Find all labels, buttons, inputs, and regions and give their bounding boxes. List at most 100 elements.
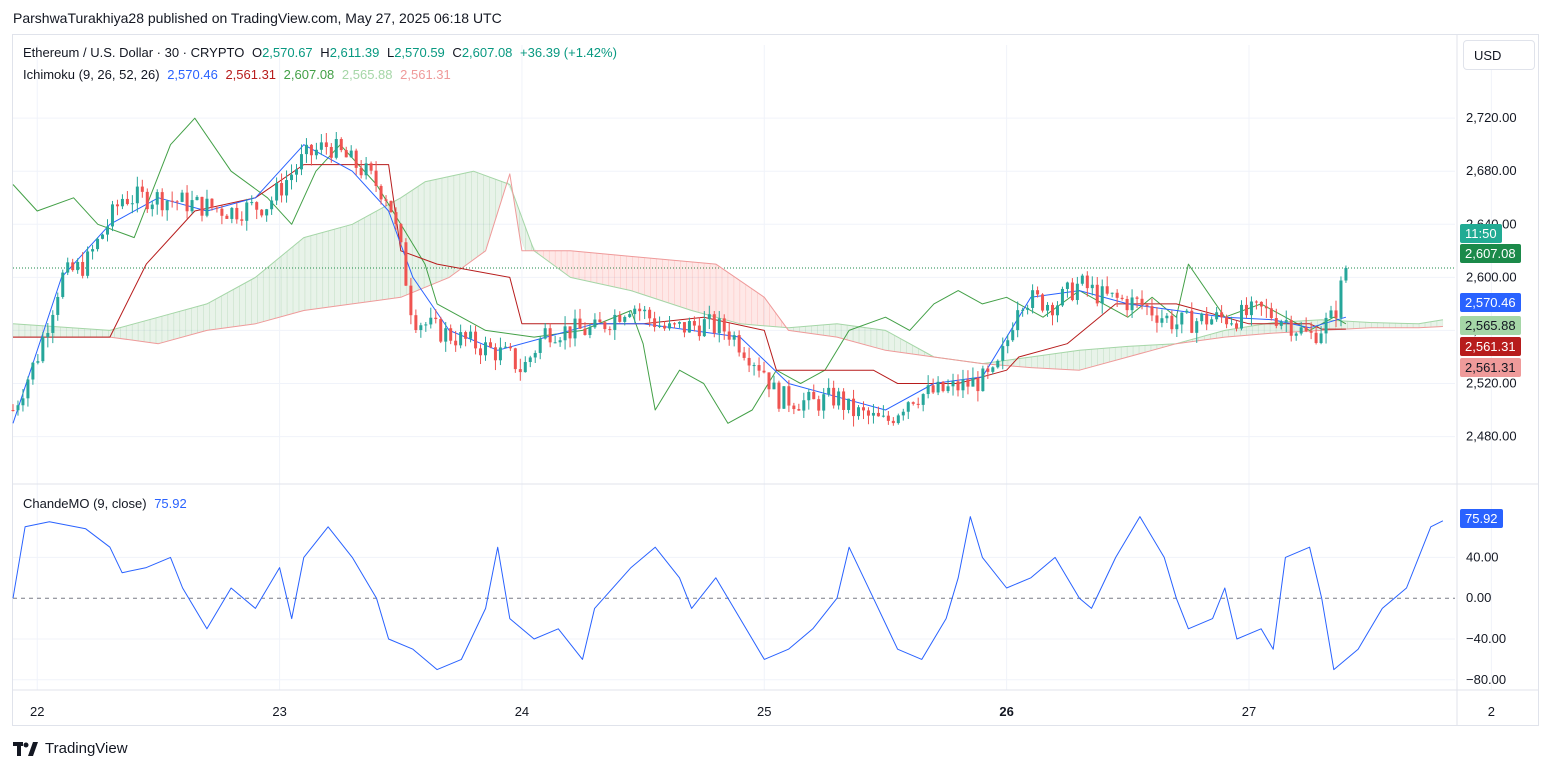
candle-body <box>702 319 706 337</box>
candle-body <box>215 207 219 209</box>
candle-body <box>424 324 428 326</box>
candle-body <box>180 192 184 202</box>
candle-body <box>986 368 990 372</box>
candle-body <box>1314 332 1318 343</box>
candle-body <box>1031 290 1035 308</box>
last-price-tag: 2,607.08 <box>1460 244 1521 263</box>
candle-body <box>1304 327 1308 332</box>
candle-body <box>603 322 607 330</box>
candle-body <box>290 174 294 181</box>
candle-body <box>732 335 736 340</box>
candle-body <box>195 196 199 201</box>
candle-body <box>1244 304 1248 316</box>
candle-body <box>1065 282 1069 289</box>
cloud-segment <box>149 317 157 344</box>
candle-body <box>31 362 35 380</box>
candle-body <box>687 321 691 333</box>
cloud-segment <box>447 175 455 279</box>
candle-body <box>1095 284 1099 304</box>
cloud-segment <box>1097 348 1104 366</box>
candle-body <box>633 308 637 315</box>
cloud-segment <box>620 255 627 290</box>
cloud-segment <box>334 227 341 307</box>
candle-body <box>1190 310 1194 333</box>
candle-body <box>493 347 497 361</box>
candle-body <box>1205 313 1209 325</box>
candle-body <box>707 314 711 320</box>
candle-body <box>324 142 328 147</box>
candle-body <box>513 348 517 370</box>
cloud-segment <box>429 179 437 286</box>
candle-body <box>553 342 557 344</box>
cloud-segment <box>1371 322 1378 329</box>
cloud-segment <box>1359 321 1366 329</box>
candle-body <box>304 144 308 155</box>
candle-body <box>1279 321 1283 326</box>
candle-body <box>508 346 512 349</box>
candle-body <box>319 142 323 150</box>
cmo-line <box>12 516 1444 671</box>
candle-body <box>981 368 985 392</box>
cloud-segment <box>1383 322 1390 329</box>
candle-body <box>434 317 438 320</box>
cloud-segment <box>125 324 133 341</box>
currency-selector[interactable]: USD <box>1463 40 1535 70</box>
cloud-segment <box>304 235 312 311</box>
candle-body <box>638 308 642 312</box>
cloud-segment <box>119 325 127 340</box>
candle-body <box>807 391 811 401</box>
candle-body <box>275 183 279 201</box>
candle-body <box>762 370 766 373</box>
candle-body <box>941 381 945 392</box>
candle-body <box>1210 319 1214 325</box>
candle-body <box>653 318 657 327</box>
cloud-segment <box>352 220 359 305</box>
candle-body <box>548 328 552 343</box>
cloud-segment <box>286 245 294 316</box>
footer-brand[interactable]: TradingView <box>13 740 128 757</box>
candle-body <box>86 251 90 276</box>
candle-body <box>464 332 468 339</box>
candle-body <box>886 415 890 421</box>
close-value: 2,607.08 <box>461 45 513 60</box>
cloud-segment <box>1347 320 1354 330</box>
cloud-segment <box>638 256 645 296</box>
cloud-segment <box>1055 352 1062 370</box>
span-b-line <box>13 173 1443 371</box>
cloud-segment <box>846 324 854 342</box>
cloud-segment <box>262 265 270 322</box>
candle-body <box>389 200 393 213</box>
candle-body <box>220 208 224 216</box>
time-tick-label: 26 <box>999 704 1013 719</box>
cmo-tick-label: −80.00 <box>1466 672 1506 687</box>
candlesticks <box>11 132 1348 427</box>
cloud-segment <box>54 326 61 338</box>
cmo-tick-label: 40.00 <box>1466 549 1499 564</box>
chart-frame <box>12 34 1539 726</box>
candle-body <box>842 391 846 410</box>
candle-body <box>1309 331 1313 333</box>
candle-body <box>538 338 542 353</box>
candle-body <box>399 224 403 243</box>
candle-body <box>1120 297 1124 299</box>
main-legend: Ethereum / U.S. Dollar · 30 · CRYPTO O2,… <box>23 45 621 60</box>
candle-body <box>21 398 25 406</box>
candle-body <box>155 192 159 205</box>
cloud-segment <box>823 324 830 337</box>
cloud-segment <box>364 213 371 303</box>
candle-body <box>1011 330 1015 341</box>
cloud-segment <box>1031 355 1038 369</box>
cloud-segment <box>143 319 151 343</box>
candle-body <box>105 226 109 235</box>
candle-body <box>727 331 731 340</box>
cloud-segment <box>697 262 705 315</box>
candle-body <box>369 163 373 171</box>
candle-body <box>314 149 318 156</box>
candle-body <box>1259 301 1263 307</box>
candle-body <box>1125 298 1129 311</box>
candle-body <box>1070 282 1074 301</box>
price-tick-label: 2,480.00 <box>1466 429 1517 444</box>
ichimoku-base-value: 2,561.31 <box>225 67 277 82</box>
cloud-segment <box>173 310 181 340</box>
